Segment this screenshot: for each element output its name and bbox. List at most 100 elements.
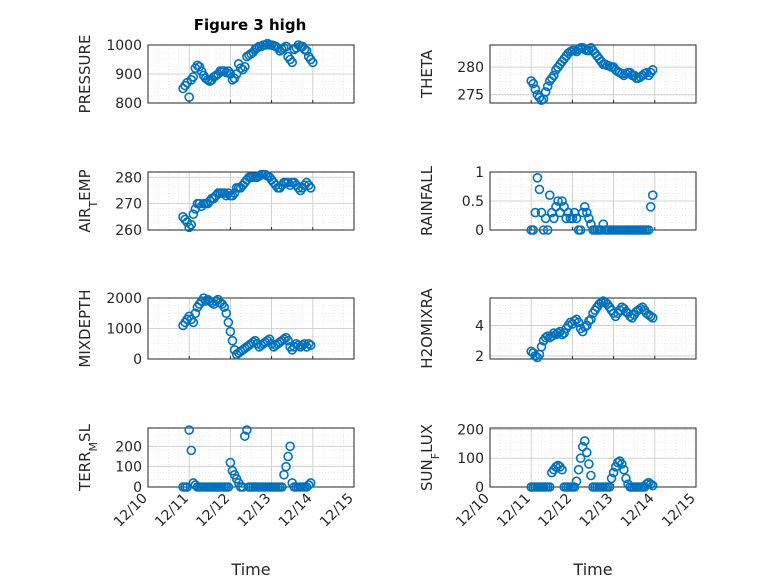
subplot-h2omixra: 2 4 H2OMIXRA: [418, 288, 697, 369]
data-point: [305, 183, 316, 193]
y-tick-label: 200: [115, 439, 142, 455]
data-point: [542, 225, 553, 235]
x-tick-label: 12/15: [317, 491, 357, 531]
y-tick-label: 4: [475, 318, 484, 334]
data-point: [584, 459, 594, 469]
data-point: [579, 436, 590, 446]
y-tick-label: 275: [457, 88, 484, 104]
data-point: [549, 70, 559, 81]
data-point: [223, 482, 234, 492]
data-point: [573, 317, 584, 328]
y-tick-label: 280: [115, 170, 142, 186]
data-point: [567, 213, 578, 224]
data-point: [219, 302, 230, 312]
data-point: [530, 351, 541, 361]
data-point: [227, 335, 238, 346]
data-point: [307, 57, 318, 68]
data-point: [532, 173, 543, 183]
data-point: [575, 225, 586, 235]
data-point: [534, 184, 545, 195]
y-axis-label: H2OMIXRA: [418, 288, 436, 369]
data-point: [301, 45, 312, 56]
data-point: [582, 207, 592, 218]
data-point: [544, 482, 555, 492]
data-point: [647, 313, 658, 323]
data-point: [584, 213, 594, 224]
data-point: [184, 222, 194, 233]
data-point: [528, 225, 539, 235]
y-tick-label: 0: [475, 223, 484, 239]
data-point: [635, 303, 646, 314]
data-point: [617, 459, 627, 469]
x-tick-label: 12/10: [453, 491, 493, 531]
data-point: [225, 326, 236, 337]
axes-box: [147, 297, 355, 360]
x-tick-label: 12/14: [276, 490, 316, 530]
y-tick-label: 1000: [106, 322, 142, 338]
data-point: [240, 61, 250, 72]
data-point: [612, 457, 623, 468]
y-tick-label: 260: [115, 223, 142, 239]
x-tick-label: 12/12: [535, 491, 575, 531]
data-point: [303, 338, 314, 349]
data-point: [279, 43, 289, 53]
data-point: [299, 44, 310, 55]
data-point: [621, 473, 631, 484]
data-point: [569, 482, 580, 492]
data-point: [188, 72, 199, 82]
data-point: [283, 177, 293, 188]
subplot-air_temp: 260 270 280 AIRTEMP: [76, 169, 355, 239]
subplot-pressure: 800 900 1000 PRESSURE: [76, 35, 355, 113]
data-point: [561, 213, 572, 224]
subplot-theta: 275 280 THETA: [418, 42, 697, 106]
data-point: [569, 316, 580, 326]
data-point: [184, 92, 194, 102]
subplot-mixdepth: 0 1000 2000 MIXDEPTH: [76, 289, 355, 368]
x-tick-label: 12/15: [659, 491, 699, 531]
data-point: [557, 196, 567, 206]
data-point: [641, 479, 652, 489]
data-point: [577, 207, 588, 218]
data-point: [184, 425, 194, 435]
data-point: [221, 67, 232, 78]
data-point: [538, 225, 549, 235]
x-tick-label: 12/14: [618, 490, 658, 530]
data-point: [606, 473, 617, 484]
y-axis-label: RAINFALL: [418, 165, 436, 236]
data-point: [283, 335, 293, 346]
data-point: [221, 308, 232, 319]
data-point: [575, 453, 586, 464]
subplot-terr_msl: 0 100 200 TERRMSL 12/10 12/11 12/12 12/13 12/14 1…: [76, 423, 357, 579]
data-point: [647, 480, 658, 491]
y-tick-label: 200: [457, 422, 484, 438]
data-point: [186, 219, 197, 230]
y-tick-label: 2000: [106, 291, 142, 307]
y-tick-label: 0: [133, 352, 142, 368]
data-point: [303, 480, 314, 490]
y-tick-label: 1: [475, 165, 484, 181]
data-point: [579, 202, 590, 212]
data-point: [645, 311, 656, 322]
data-point: [647, 65, 658, 75]
data-point: [553, 196, 563, 206]
figure-title: Figure 3 high: [194, 16, 307, 34]
data-point: [584, 316, 594, 326]
x-tick-label: 12/11: [152, 491, 192, 531]
data-point: [557, 464, 567, 475]
x-tick-label: 12/10: [111, 491, 151, 531]
y-tick-label: 0: [133, 480, 142, 496]
y-axis-label: SUNFLUX: [418, 424, 442, 491]
data-point: [586, 470, 596, 481]
data-point: [190, 308, 201, 319]
data-point: [647, 190, 658, 200]
data-point: [559, 328, 569, 338]
y-tick-label: 100: [115, 460, 142, 476]
axes-box: [489, 297, 697, 360]
subplot-rainfall: 0 0.5 1 RAINFALL: [418, 165, 697, 239]
y-axis-label: MIXDEPTH: [76, 289, 94, 367]
data-point: [293, 40, 304, 50]
data-point: [645, 479, 656, 489]
data-point: [221, 190, 232, 201]
data-point: [582, 447, 592, 458]
data-point: [279, 334, 289, 344]
